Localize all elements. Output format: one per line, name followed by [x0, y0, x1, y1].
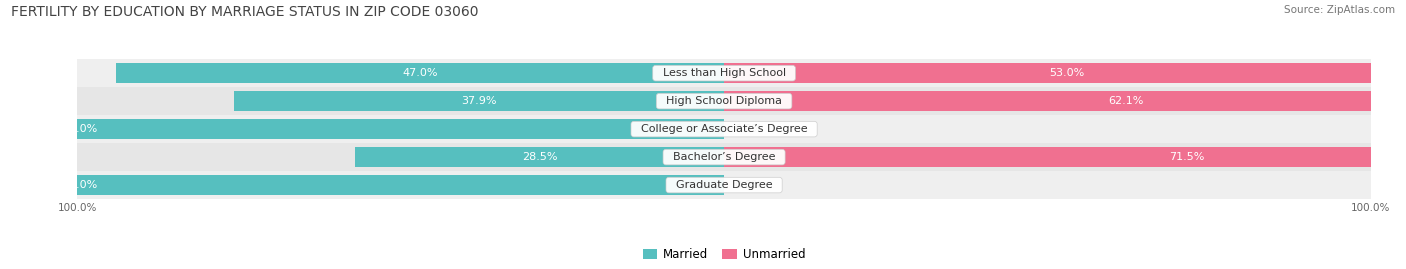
Text: 62.1%: 62.1% — [1108, 96, 1143, 106]
Text: 0.0%: 0.0% — [734, 180, 762, 190]
Bar — [77, 87, 1371, 115]
Bar — [356, 147, 724, 167]
Bar — [117, 63, 724, 83]
Bar — [0, 175, 724, 195]
Text: 0.0%: 0.0% — [734, 124, 762, 134]
Bar — [77, 171, 1371, 199]
Text: Bachelor’s Degree: Bachelor’s Degree — [666, 152, 782, 162]
Text: Source: ZipAtlas.com: Source: ZipAtlas.com — [1284, 5, 1395, 15]
Text: Less than High School: Less than High School — [655, 68, 793, 78]
Text: 47.0%: 47.0% — [402, 68, 437, 78]
Text: 71.5%: 71.5% — [1168, 152, 1204, 162]
Text: 37.9%: 37.9% — [461, 96, 496, 106]
Bar — [77, 59, 1371, 87]
Text: High School Diploma: High School Diploma — [659, 96, 789, 106]
Bar — [77, 143, 1371, 171]
Bar — [0, 119, 724, 139]
Legend: Married, Unmarried: Married, Unmarried — [638, 243, 810, 266]
Text: FERTILITY BY EDUCATION BY MARRIAGE STATUS IN ZIP CODE 03060: FERTILITY BY EDUCATION BY MARRIAGE STATU… — [11, 5, 479, 19]
Text: 100.0%: 100.0% — [56, 180, 98, 190]
Text: College or Associate’s Degree: College or Associate’s Degree — [634, 124, 814, 134]
Bar — [724, 63, 1406, 83]
Text: 53.0%: 53.0% — [1049, 68, 1084, 78]
Text: 100.0%: 100.0% — [56, 124, 98, 134]
Bar — [724, 91, 1406, 111]
Bar — [724, 147, 1406, 167]
Bar — [233, 91, 724, 111]
Bar — [77, 115, 1371, 143]
Text: 28.5%: 28.5% — [522, 152, 558, 162]
Text: Graduate Degree: Graduate Degree — [669, 180, 779, 190]
